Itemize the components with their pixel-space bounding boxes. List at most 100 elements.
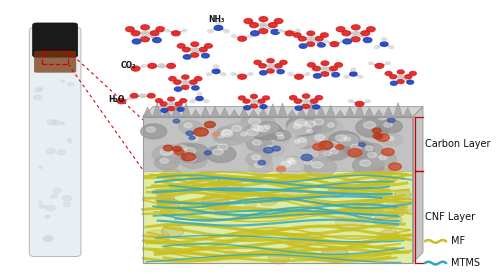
Circle shape — [184, 55, 191, 59]
Circle shape — [302, 127, 320, 138]
Circle shape — [360, 143, 383, 156]
Circle shape — [190, 172, 220, 189]
Circle shape — [132, 66, 140, 71]
Circle shape — [364, 121, 376, 129]
Circle shape — [204, 100, 209, 103]
Circle shape — [156, 99, 162, 103]
Circle shape — [238, 96, 246, 100]
Circle shape — [68, 82, 73, 86]
Circle shape — [154, 156, 179, 170]
Circle shape — [287, 158, 294, 162]
Polygon shape — [249, 109, 258, 117]
Circle shape — [178, 44, 185, 48]
Circle shape — [39, 166, 42, 168]
Circle shape — [348, 100, 354, 103]
Circle shape — [35, 88, 42, 92]
Circle shape — [222, 130, 233, 137]
Circle shape — [194, 77, 202, 81]
Circle shape — [378, 115, 386, 120]
Circle shape — [152, 38, 161, 43]
Circle shape — [174, 87, 182, 91]
Circle shape — [150, 31, 159, 36]
Circle shape — [202, 194, 229, 209]
Text: CO₂: CO₂ — [121, 61, 136, 70]
Circle shape — [243, 99, 250, 103]
Circle shape — [360, 160, 371, 166]
Circle shape — [386, 202, 405, 213]
Circle shape — [379, 155, 387, 160]
Circle shape — [361, 31, 370, 36]
Circle shape — [373, 133, 382, 139]
FancyBboxPatch shape — [34, 51, 76, 73]
Circle shape — [382, 134, 402, 146]
Circle shape — [259, 17, 268, 22]
Circle shape — [155, 189, 166, 196]
Circle shape — [390, 75, 396, 79]
Circle shape — [124, 64, 130, 67]
Circle shape — [328, 187, 346, 197]
Circle shape — [328, 123, 334, 127]
Circle shape — [373, 113, 395, 126]
Circle shape — [132, 31, 140, 36]
Circle shape — [330, 66, 338, 71]
Circle shape — [394, 189, 411, 199]
Circle shape — [318, 43, 326, 47]
Circle shape — [162, 169, 182, 181]
Circle shape — [328, 131, 360, 149]
Circle shape — [375, 63, 384, 68]
Circle shape — [274, 158, 304, 175]
Circle shape — [388, 163, 402, 170]
Circle shape — [248, 118, 260, 125]
Circle shape — [378, 120, 402, 133]
Circle shape — [246, 152, 272, 167]
Circle shape — [304, 232, 322, 243]
Circle shape — [110, 97, 116, 100]
Circle shape — [260, 105, 267, 109]
Circle shape — [371, 168, 392, 180]
Circle shape — [300, 44, 307, 48]
Circle shape — [50, 194, 57, 198]
Text: MTMS: MTMS — [451, 258, 480, 268]
Circle shape — [389, 46, 394, 49]
Circle shape — [312, 66, 320, 71]
Circle shape — [216, 181, 228, 188]
Circle shape — [364, 38, 372, 43]
Circle shape — [326, 142, 338, 149]
Circle shape — [212, 132, 220, 136]
Circle shape — [280, 60, 287, 64]
Circle shape — [53, 188, 61, 193]
Circle shape — [254, 162, 263, 167]
Circle shape — [267, 59, 274, 63]
Circle shape — [266, 146, 274, 150]
Circle shape — [48, 120, 56, 125]
Circle shape — [340, 135, 358, 146]
Circle shape — [290, 138, 307, 148]
Circle shape — [405, 75, 411, 79]
Circle shape — [312, 105, 320, 109]
Circle shape — [398, 70, 404, 74]
Circle shape — [398, 75, 404, 78]
Circle shape — [306, 130, 312, 133]
Circle shape — [44, 236, 53, 241]
Circle shape — [328, 185, 340, 192]
Circle shape — [294, 170, 311, 179]
Circle shape — [324, 146, 348, 160]
Circle shape — [216, 21, 222, 24]
Circle shape — [378, 230, 400, 242]
Circle shape — [260, 71, 267, 75]
Circle shape — [168, 102, 174, 105]
Circle shape — [272, 130, 290, 141]
Circle shape — [293, 124, 302, 129]
Circle shape — [220, 180, 243, 193]
Circle shape — [316, 96, 322, 100]
Circle shape — [343, 39, 351, 44]
Circle shape — [344, 137, 350, 141]
Circle shape — [356, 118, 390, 137]
Polygon shape — [412, 107, 423, 263]
Circle shape — [324, 40, 328, 43]
Circle shape — [386, 62, 390, 64]
Circle shape — [246, 122, 270, 136]
Circle shape — [184, 147, 196, 154]
Polygon shape — [162, 108, 172, 117]
Circle shape — [248, 73, 253, 75]
